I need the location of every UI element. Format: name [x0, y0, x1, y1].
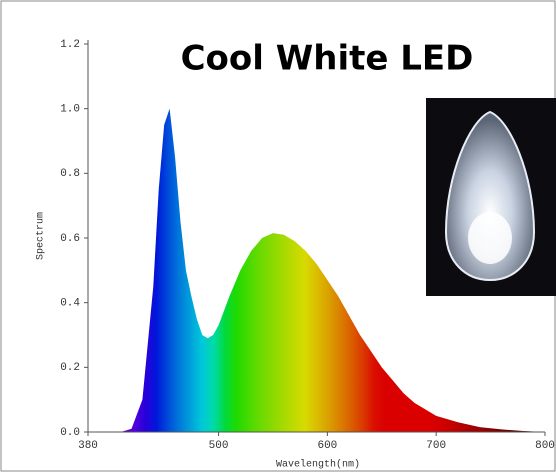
y-axis-title: Spectrum	[36, 212, 47, 260]
spectrum-area	[120, 108, 545, 433]
y-tick-label: 0.2	[60, 362, 80, 374]
x-tick-label: 600	[317, 440, 337, 452]
y-tick-label: 0.6	[60, 233, 80, 245]
y-tick-label: 0.4	[60, 298, 80, 310]
led-photo	[426, 98, 556, 296]
x-tick-label: 800	[535, 440, 555, 452]
y-tick-label: 1.0	[60, 104, 80, 116]
y-tick-label: 0.0	[60, 427, 80, 439]
x-tick-label: 500	[209, 440, 229, 452]
x-axis-title: Wavelength(nm)	[276, 459, 360, 471]
x-tick-label: 700	[426, 440, 446, 452]
y-tick-label: 1.2	[60, 39, 80, 51]
y-tick-label: 0.8	[60, 168, 80, 180]
x-tick-label: 380	[78, 440, 98, 452]
chart-title: Cool White LED	[181, 39, 474, 79]
